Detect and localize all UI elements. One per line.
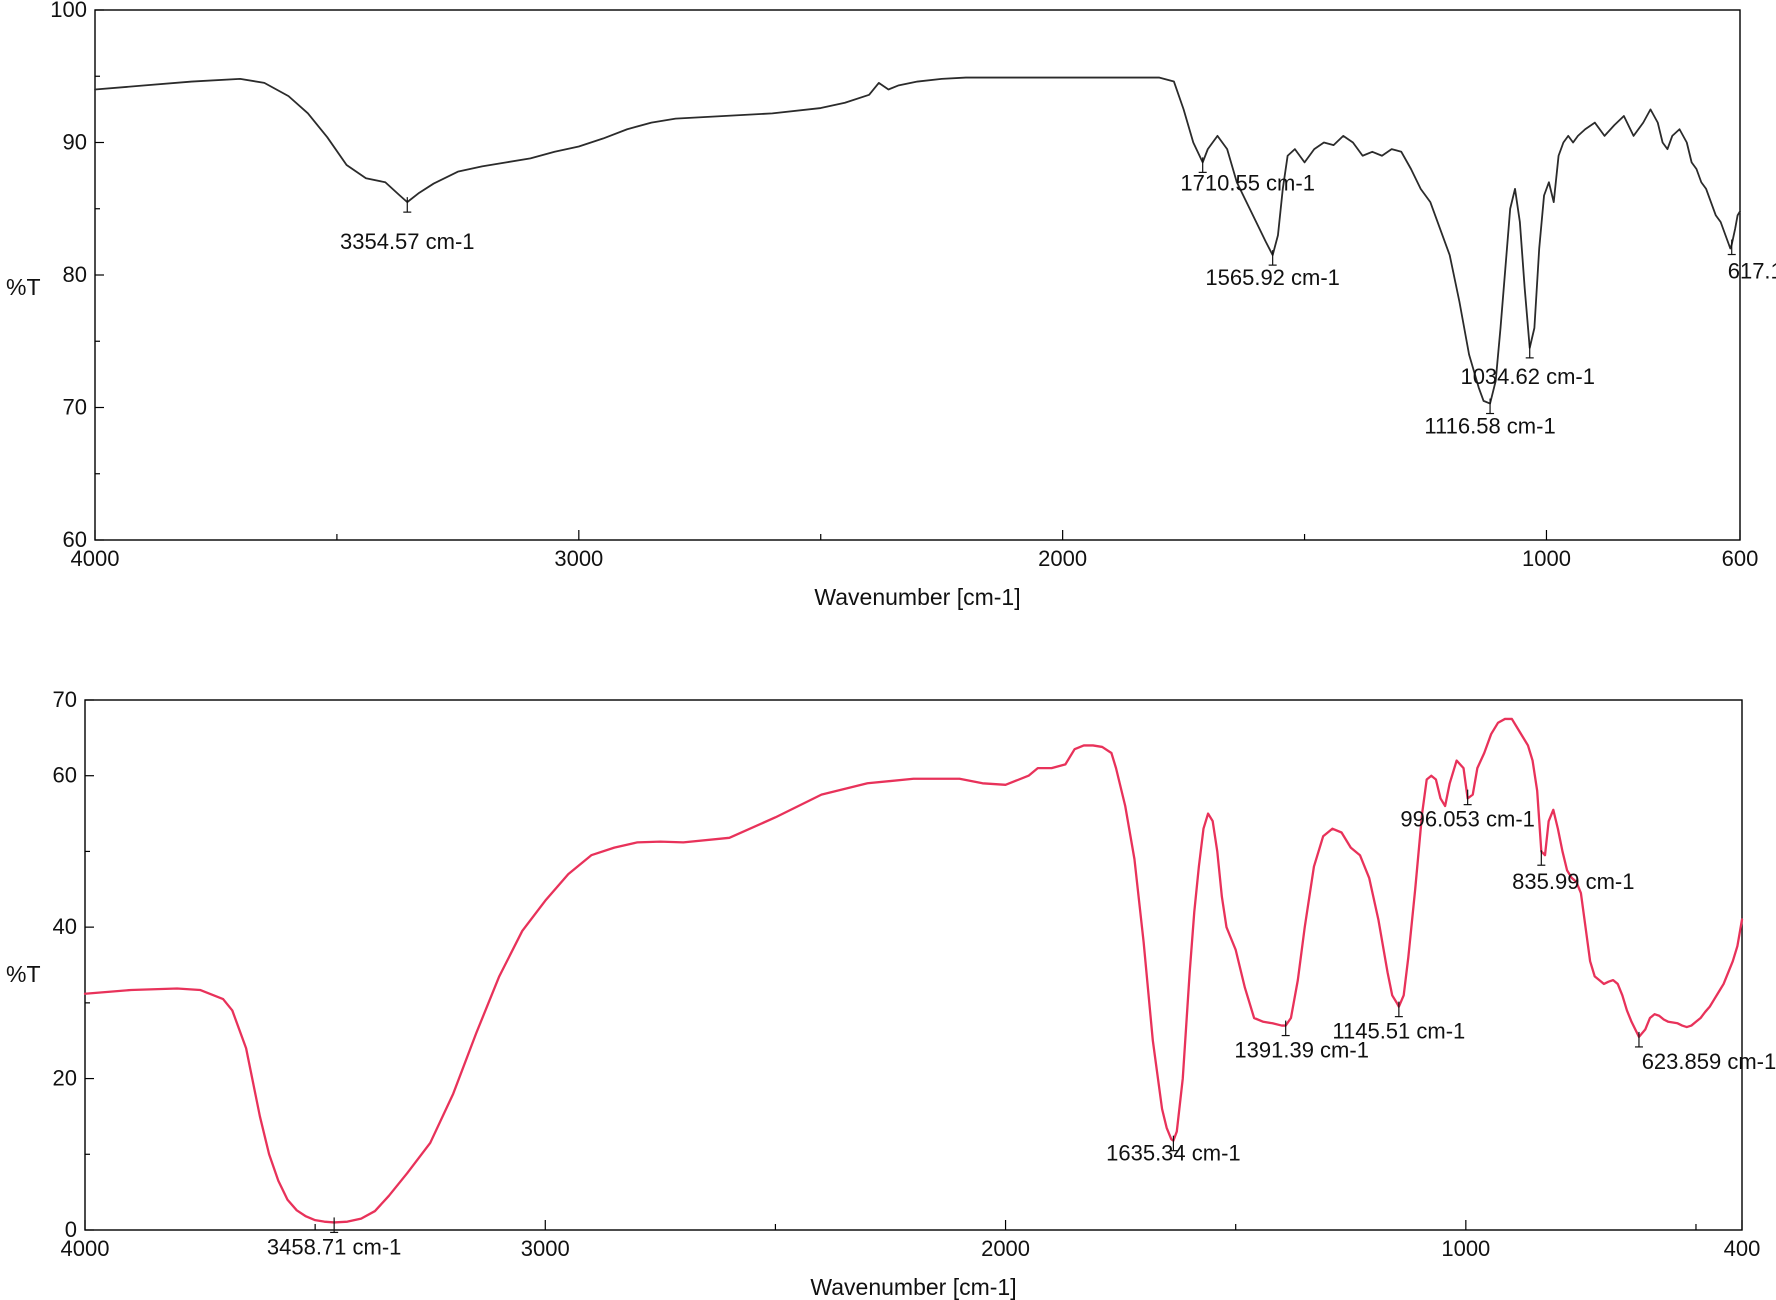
x-tick-label-1-1000: 1000 (1522, 546, 1571, 571)
peak-label-1-1: 3354.57 cm-1 (340, 229, 475, 254)
spectrum-line-2-1 (83, 717, 1744, 1224)
x-tick-label-1-2000: 2000 (1038, 546, 1087, 571)
x-axis-title-1: Wavenumber [cm-1] (814, 584, 1020, 610)
peak-label-2-2: 1635.34 cm-1 (1106, 1141, 1241, 1166)
spectrum-line-1-1 (94, 76, 1741, 405)
x-tick-label-2-4000: 4000 (61, 1236, 110, 1261)
y-tick-label-1-60: 60 (63, 527, 87, 552)
peak-label-2-3: 1391.39 cm-1 (1234, 1038, 1369, 1063)
y-tick-label-1-80: 80 (63, 262, 87, 287)
x-tick-label-2-3000: 3000 (521, 1236, 570, 1261)
spectrum-panel-1: 4000 3000 2000 1000 600 60 70 80 90 100 %T Wavenumb… (6, 0, 1776, 610)
x-axis-title-2: Wavenumber [cm-1] (810, 1274, 1016, 1300)
y-tick-label-1-100: 100 (50, 0, 87, 22)
peak-label-1-4: 1034.62 cm-1 (1460, 364, 1595, 389)
y-tick-label-2-40: 40 (53, 914, 77, 939)
y-axis-title-1: %T (6, 274, 41, 300)
x-tick-label-2-1000: 1000 (1441, 1236, 1490, 1261)
peak-label-2-6: 835.99 cm-1 (1512, 869, 1634, 894)
peak-label-1-2: 1710.55 cm-1 (1180, 170, 1315, 195)
y-axis-title-2: %T (6, 961, 41, 987)
spectrum-panel-2: 4000 3000 2000 1000 400020406070%TWavenumber… (6, 687, 1776, 1300)
y-tick-label-2-20: 20 (53, 1066, 77, 1091)
plot-frame-2 (84, 699, 1743, 1231)
x-tick-label-2-2000: 2000 (981, 1236, 1030, 1261)
peak-label-1-5: 1116.58 cm-1 (1424, 414, 1555, 439)
y-tick-label-1-70: 70 (63, 395, 87, 420)
x-tick-label-1-600: 600 (1722, 546, 1759, 571)
peak-label-2-7: 623.859 cm-1 (1642, 1049, 1776, 1074)
peak-label-1-3: 1565.92 cm-1 (1205, 265, 1340, 290)
y-tick-label-1-90: 90 (63, 130, 87, 155)
x-tick-label-1-3000: 3000 (554, 546, 603, 571)
x-tick-label-1-4000: 4000 (71, 546, 120, 571)
peak-label-2-4: 1145.51 cm-1 (1332, 1019, 1465, 1044)
plot-frame-1 (94, 9, 1741, 541)
peak-label-2-1: 3458.71 cm-1 (267, 1234, 402, 1259)
x-tick-label-2-400: 400 (1724, 1236, 1761, 1261)
y-tick-label-2-60: 60 (53, 763, 77, 788)
peak-label-1-6: 617.109 cr (1728, 259, 1776, 284)
y-tick-label-2-0: 0 (65, 1217, 77, 1242)
y-tick-label-2-70: 70 (53, 687, 77, 712)
peak-label-2-5: 996.053 cm-1 (1400, 807, 1535, 832)
